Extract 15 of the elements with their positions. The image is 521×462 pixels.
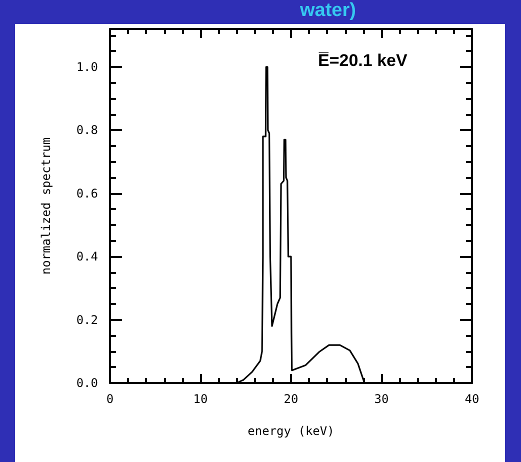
y-tick-label: 0.8 (76, 123, 98, 138)
y-tick-label: 1.0 (76, 60, 98, 74)
x-tick-label: 40 (464, 392, 480, 406)
chart-title: water) (300, 0, 356, 22)
x-tick-label: 0 (106, 392, 114, 406)
annotation: E̅=20.1 keV (318, 51, 408, 70)
y-tick-label: 0.4 (76, 250, 98, 264)
x-tick-label: 30 (374, 392, 389, 406)
y-tick-label: 0.6 (76, 186, 98, 200)
y-axis-title: normalized spectrum (39, 137, 53, 275)
y-tick-label: 0.2 (76, 312, 98, 327)
x-axis-title: energy (keV) (248, 424, 334, 438)
x-tick-label: 10 (193, 392, 208, 406)
x-tick-label: 20 (284, 392, 298, 406)
y-tick-label: 0.0 (76, 376, 98, 390)
